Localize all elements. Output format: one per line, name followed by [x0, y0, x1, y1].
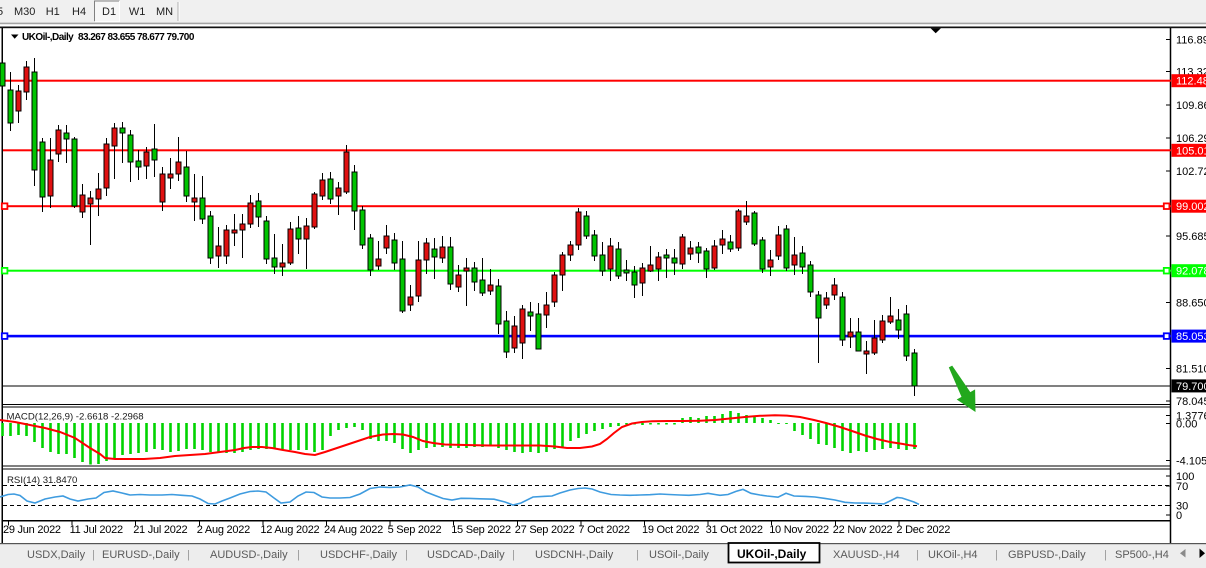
svg-text:105.015: 105.015: [1176, 145, 1206, 157]
svg-text:2 Aug 2022: 2 Aug 2022: [197, 524, 250, 536]
svg-text:99.002: 99.002: [1176, 201, 1206, 213]
svg-text:|: |: [636, 549, 639, 561]
svg-text:M30: M30: [14, 6, 35, 18]
svg-text:30: 30: [1176, 501, 1188, 513]
svg-text:EURUSD-,Daily: EURUSD-,Daily: [102, 549, 180, 561]
svg-text:22 Nov 2022: 22 Nov 2022: [833, 524, 893, 536]
svg-text:29 Jun 2022: 29 Jun 2022: [3, 524, 61, 536]
svg-text:|: |: [512, 549, 515, 561]
svg-text:|: |: [187, 549, 190, 561]
svg-text:31 Oct 2022: 31 Oct 2022: [706, 524, 763, 536]
svg-text:-4.1054: -4.1054: [1176, 456, 1206, 468]
svg-text:116.895: 116.895: [1176, 35, 1206, 47]
svg-text:UKOil-,Daily: UKOil-,Daily: [737, 547, 807, 561]
svg-text:12 Aug 2022: 12 Aug 2022: [260, 524, 319, 536]
svg-text:112.486: 112.486: [1176, 76, 1206, 88]
svg-text:USDCNH-,Daily: USDCNH-,Daily: [535, 549, 614, 561]
svg-text:24 Aug 2022: 24 Aug 2022: [324, 524, 383, 536]
svg-text:|: |: [995, 549, 998, 561]
svg-text:106.290: 106.290: [1176, 133, 1206, 145]
svg-text:AUDUSD-,Daily: AUDUSD-,Daily: [210, 549, 288, 561]
svg-text:27 Sep 2022: 27 Sep 2022: [515, 524, 575, 536]
svg-text:5 Sep 2022: 5 Sep 2022: [388, 524, 442, 536]
svg-text:USDCAD-,Daily: USDCAD-,Daily: [427, 549, 505, 561]
svg-text:78.045: 78.045: [1176, 396, 1206, 408]
svg-text:109.860: 109.860: [1176, 100, 1206, 112]
svg-text:USDX,Daily: USDX,Daily: [27, 549, 86, 561]
svg-text:15 Sep 2022: 15 Sep 2022: [451, 524, 511, 536]
svg-text:83.267 83.655 78.677 79.700: 83.267 83.655 78.677 79.700: [78, 32, 195, 43]
svg-text:2 Dec 2022: 2 Dec 2022: [896, 524, 950, 536]
svg-text:SP500-,H4: SP500-,H4: [1115, 549, 1169, 561]
svg-text:88.650: 88.650: [1176, 298, 1206, 310]
svg-text:UKOil-,Daily: UKOil-,Daily: [22, 32, 74, 43]
svg-text:USDCHF-,Daily: USDCHF-,Daily: [320, 549, 398, 561]
svg-text:95.685: 95.685: [1176, 231, 1206, 243]
svg-text:5: 5: [0, 6, 3, 18]
svg-text:MN: MN: [156, 6, 173, 18]
svg-text:|: |: [297, 549, 300, 561]
svg-text:USOil-,Daily: USOil-,Daily: [649, 549, 709, 561]
svg-text:MACD(12,26,9) -2.6618 -2.2968: MACD(12,26,9) -2.6618 -2.2968: [7, 411, 144, 422]
svg-text:0: 0: [1176, 510, 1182, 522]
svg-text:7 Oct 2022: 7 Oct 2022: [578, 524, 629, 536]
svg-text:|: |: [916, 549, 919, 561]
svg-text:0.00: 0.00: [1176, 419, 1197, 431]
svg-text:81.510: 81.510: [1176, 364, 1206, 376]
svg-text:100: 100: [1176, 471, 1194, 483]
svg-text:92.078: 92.078: [1176, 266, 1206, 278]
svg-text:85.053: 85.053: [1176, 331, 1206, 343]
svg-text:RSI(14) 31.8470: RSI(14) 31.8470: [7, 475, 77, 486]
svg-text:19 Oct 2022: 19 Oct 2022: [642, 524, 699, 536]
svg-text:21 Jul 2022: 21 Jul 2022: [133, 524, 187, 536]
svg-text:11 Jul 2022: 11 Jul 2022: [70, 524, 123, 536]
svg-text:UKOil-,H4: UKOil-,H4: [928, 549, 978, 561]
svg-text:GBPUSD-,Daily: GBPUSD-,Daily: [1008, 549, 1086, 561]
svg-text:|: |: [92, 549, 95, 561]
svg-text:102.720: 102.720: [1176, 166, 1206, 178]
svg-text:H4: H4: [72, 6, 86, 18]
svg-text:W1: W1: [129, 6, 146, 18]
svg-text:D1: D1: [102, 6, 116, 18]
svg-text:10 Nov 2022: 10 Nov 2022: [769, 524, 829, 536]
svg-text:XAUUSD-,H4: XAUUSD-,H4: [833, 549, 900, 561]
svg-text:|: |: [405, 549, 408, 561]
svg-text:79.700: 79.700: [1176, 381, 1206, 393]
svg-text:|: |: [1104, 549, 1107, 561]
svg-text:1.3776: 1.3776: [1176, 411, 1206, 423]
svg-text:H1: H1: [46, 6, 60, 18]
svg-text:70: 70: [1176, 481, 1188, 493]
